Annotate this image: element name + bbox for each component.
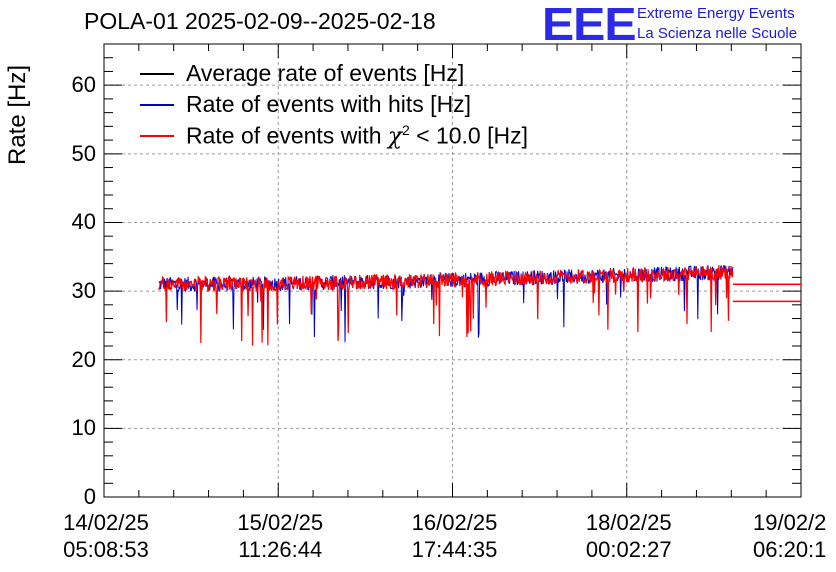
x-tick-label: 19/02/2 06:20:1: [753, 509, 833, 563]
legend: Average rate of events [Hz] Rate of even…: [140, 58, 528, 151]
y-tick-label: 20: [71, 346, 96, 372]
x-tick-date: 15/02/25: [237, 510, 324, 535]
legend-label-average: Average rate of events [Hz]: [186, 60, 465, 86]
x-tick-label: 14/02/25 05:08:53: [46, 509, 166, 563]
y-axis-label: Rate [Hz]: [4, 64, 31, 165]
x-tick-date: 18/02/25: [585, 510, 672, 535]
y-tick-label: 30: [71, 278, 96, 304]
y-tick-label: 50: [71, 140, 96, 166]
x-tick-time: 17:44:35: [411, 537, 498, 562]
legend-label-chi2: Rate of events with χ2 < 10.0 [Hz]: [186, 122, 528, 150]
x-tick-date: 19/02/2: [753, 510, 827, 535]
x-tick-date: 14/02/25: [63, 510, 149, 535]
legend-swatch-chi2: [140, 134, 174, 137]
logo-caption-line1: Extreme Energy Events: [637, 5, 795, 22]
x-tick-time: 00:02:27: [585, 537, 672, 562]
y-tick-label: 40: [71, 209, 96, 235]
x-tick-label: 18/02/25 00:02:27: [569, 509, 689, 563]
legend-label-hits: Rate of events with hits [Hz]: [186, 91, 472, 117]
legend-label-chi2-prefix: Rate of events with: [186, 122, 388, 149]
legend-item-average: Average rate of events [Hz]: [140, 58, 528, 89]
chart-title: POLA-01 2025-02-09--2025-02-18: [84, 8, 436, 34]
legend-item-chi2: Rate of events with χ2 < 10.0 [Hz]: [140, 120, 528, 151]
logo-caption-line2: La Scienza nelle Scuole: [637, 25, 798, 42]
x-tick-date: 16/02/25: [411, 510, 498, 535]
axis-ticks: [103, 43, 802, 498]
legend-swatch-average: [140, 72, 174, 75]
series-layer: [158, 264, 801, 346]
eee-logo: EEE: [542, 0, 637, 50]
legend-label-chi2-suffix: < 10.0 [Hz]: [409, 122, 528, 149]
y-tick-label: 0: [83, 484, 96, 509]
y-tick-label: 60: [71, 72, 96, 98]
legend-label-chi2-symbol: χ: [388, 123, 402, 150]
y-tick-label: 10: [71, 415, 96, 441]
logo-caption: Extreme Energy Events La Scienza nelle S…: [637, 4, 797, 44]
legend-swatch-hits: [140, 103, 174, 106]
grid: [104, 44, 801, 497]
legend-item-hits: Rate of events with hits [Hz]: [140, 89, 528, 120]
x-tick-label: 16/02/25 17:44:35: [395, 509, 515, 563]
x-tick-time: 11:26:44: [238, 537, 323, 562]
x-tick-time: 05:08:53: [63, 537, 149, 562]
series-chi2-line: [158, 265, 734, 346]
x-tick-label: 15/02/25 11:26:44: [220, 509, 340, 563]
legend-label-chi2-sup: 2: [401, 121, 410, 138]
x-tick-time: 06:20:1: [753, 537, 827, 562]
